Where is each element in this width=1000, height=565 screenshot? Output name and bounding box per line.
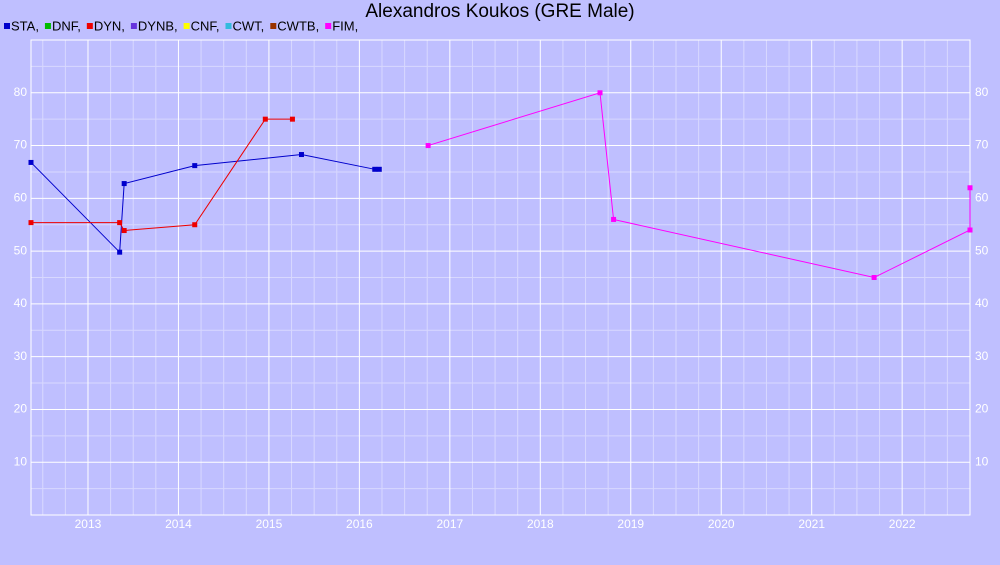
y-tick-label: 10 — [14, 454, 28, 468]
y-tick-label-right: 50 — [975, 243, 989, 257]
data-point — [192, 163, 198, 169]
y-tick-label: 80 — [14, 85, 28, 99]
x-tick-label: 2018 — [527, 517, 554, 531]
data-point — [28, 220, 34, 226]
data-point — [117, 249, 123, 255]
legend-label: CWT, — [233, 18, 265, 33]
data-point — [117, 220, 123, 226]
data-point — [289, 116, 295, 122]
legend-swatch — [44, 23, 51, 29]
x-tick-label: 2013 — [75, 517, 102, 531]
x-tick-label: 2016 — [346, 517, 373, 531]
data-point — [28, 159, 34, 165]
series-line — [31, 118, 293, 232]
y-tick-label: 60 — [14, 191, 28, 205]
legend-label: DYNB, — [138, 18, 178, 33]
data-point — [372, 166, 378, 172]
x-tick-label: 2019 — [617, 517, 644, 531]
legend-swatch — [130, 23, 137, 29]
data-point — [376, 166, 382, 172]
data-point — [967, 185, 973, 191]
legend-swatch — [4, 23, 10, 29]
x-tick-label: 2014 — [165, 517, 192, 531]
y-tick-label: 50 — [14, 243, 28, 257]
y-tick-label: 70 — [14, 138, 28, 152]
legend-label: CNF, — [191, 18, 220, 33]
series-line — [427, 92, 971, 279]
data-point — [611, 216, 617, 222]
y-tick-label-right: 20 — [975, 402, 989, 416]
y-tick-label-right: 10 — [975, 454, 989, 468]
y-tick-label: 40 — [14, 296, 28, 310]
chart-title: Alexandros Koukos (GRE Male) — [365, 1, 634, 22]
legend-swatch — [86, 23, 93, 29]
y-tick-label: 30 — [14, 349, 28, 363]
data-point — [967, 227, 973, 233]
legend-label: CWTB, — [277, 18, 319, 33]
data-point — [262, 116, 268, 122]
x-tick-label: 2021 — [798, 517, 825, 531]
legend-label: STA, — [11, 18, 39, 33]
y-tick-label-right: 60 — [975, 191, 989, 205]
y-tick-label-right: 80 — [975, 85, 989, 99]
x-tick-label: 2022 — [889, 517, 916, 531]
legend-label: DNF, — [52, 18, 81, 33]
series-line — [30, 154, 380, 254]
legend-swatch — [225, 23, 232, 29]
data-point — [871, 275, 877, 280]
legend-swatch — [325, 23, 332, 29]
data-point — [192, 222, 198, 228]
y-tick-label: 20 — [14, 402, 28, 416]
legend-swatch — [270, 23, 277, 29]
plot-frame — [30, 39, 971, 516]
legend-label: FIM, — [332, 18, 358, 33]
data-point — [121, 181, 127, 187]
data-point — [121, 228, 127, 234]
y-tick-label-right: 30 — [975, 349, 989, 363]
data-point — [597, 90, 603, 96]
y-tick-label-right: 70 — [975, 138, 989, 152]
data-point — [298, 152, 304, 158]
legend-label: DYN, — [94, 18, 125, 33]
x-tick-label: 2017 — [436, 517, 463, 531]
legend-swatch — [183, 23, 190, 29]
x-tick-label: 2015 — [256, 517, 283, 531]
x-tick-label: 2020 — [708, 517, 735, 531]
y-tick-label-right: 40 — [975, 296, 989, 310]
data-point — [425, 143, 431, 149]
